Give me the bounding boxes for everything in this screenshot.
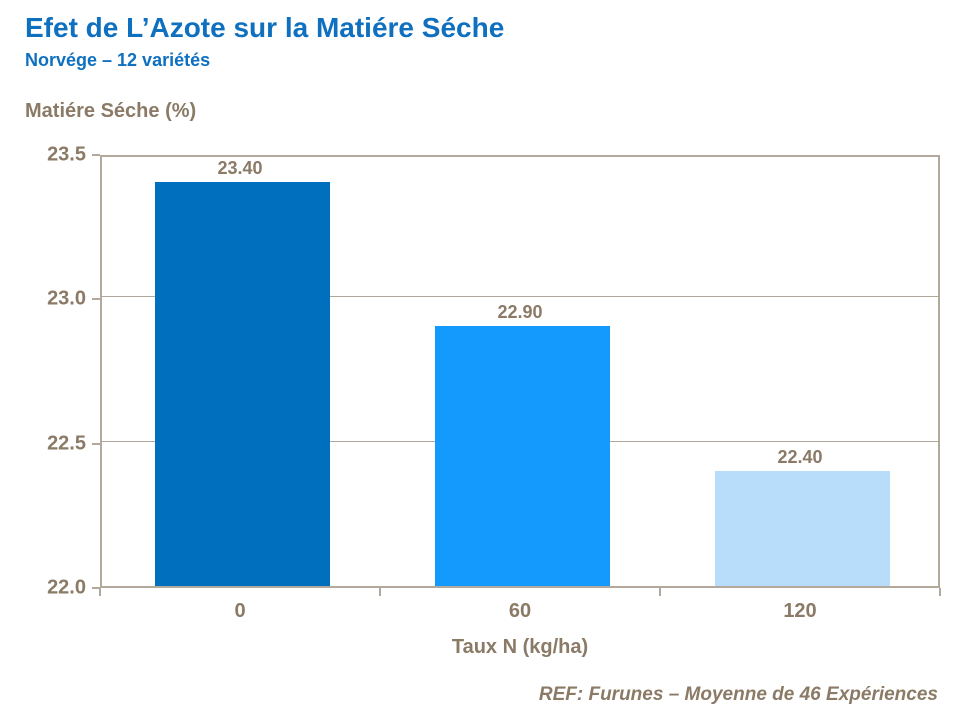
ytick-label: 23.5 <box>47 143 86 166</box>
plot-area <box>100 155 940 588</box>
x-axis-title: Taux N (kg/ha) <box>451 636 589 658</box>
ytick-label: 23.0 <box>47 287 86 310</box>
ytick-label: 22.0 <box>47 576 86 599</box>
bar-value-label: 22.40 <box>777 447 823 467</box>
xtick-mark <box>939 588 941 596</box>
bar-0 <box>154 182 330 586</box>
slide-title: Efet de L’Azote sur la Matiére Séche <box>25 12 505 43</box>
bar-120 <box>714 471 890 586</box>
bar-value-label: 23.40 <box>217 158 263 178</box>
ytick-mark <box>92 154 100 156</box>
ytick-mark <box>92 587 100 589</box>
slide-subtitle: Norvége – 12 variétés <box>25 50 211 70</box>
bar-60 <box>434 326 610 586</box>
xtick-mark <box>99 588 101 596</box>
xtick-mark <box>379 588 381 596</box>
xtick-label: 0 <box>234 600 246 622</box>
gridline <box>102 296 938 298</box>
xtick-label: 120 <box>783 600 817 622</box>
ytick-mark <box>92 442 100 445</box>
bar-value-label: 22.90 <box>497 302 543 322</box>
xtick-mark <box>659 588 661 596</box>
reference-note: REF: Furunes – Moyenne de 46 Expériences <box>538 684 938 705</box>
ytick-mark <box>92 298 100 301</box>
xtick-label: 60 <box>508 600 532 622</box>
y-axis-title: Matiére Séche (%) <box>25 100 197 122</box>
ytick-label: 22.5 <box>47 432 86 455</box>
